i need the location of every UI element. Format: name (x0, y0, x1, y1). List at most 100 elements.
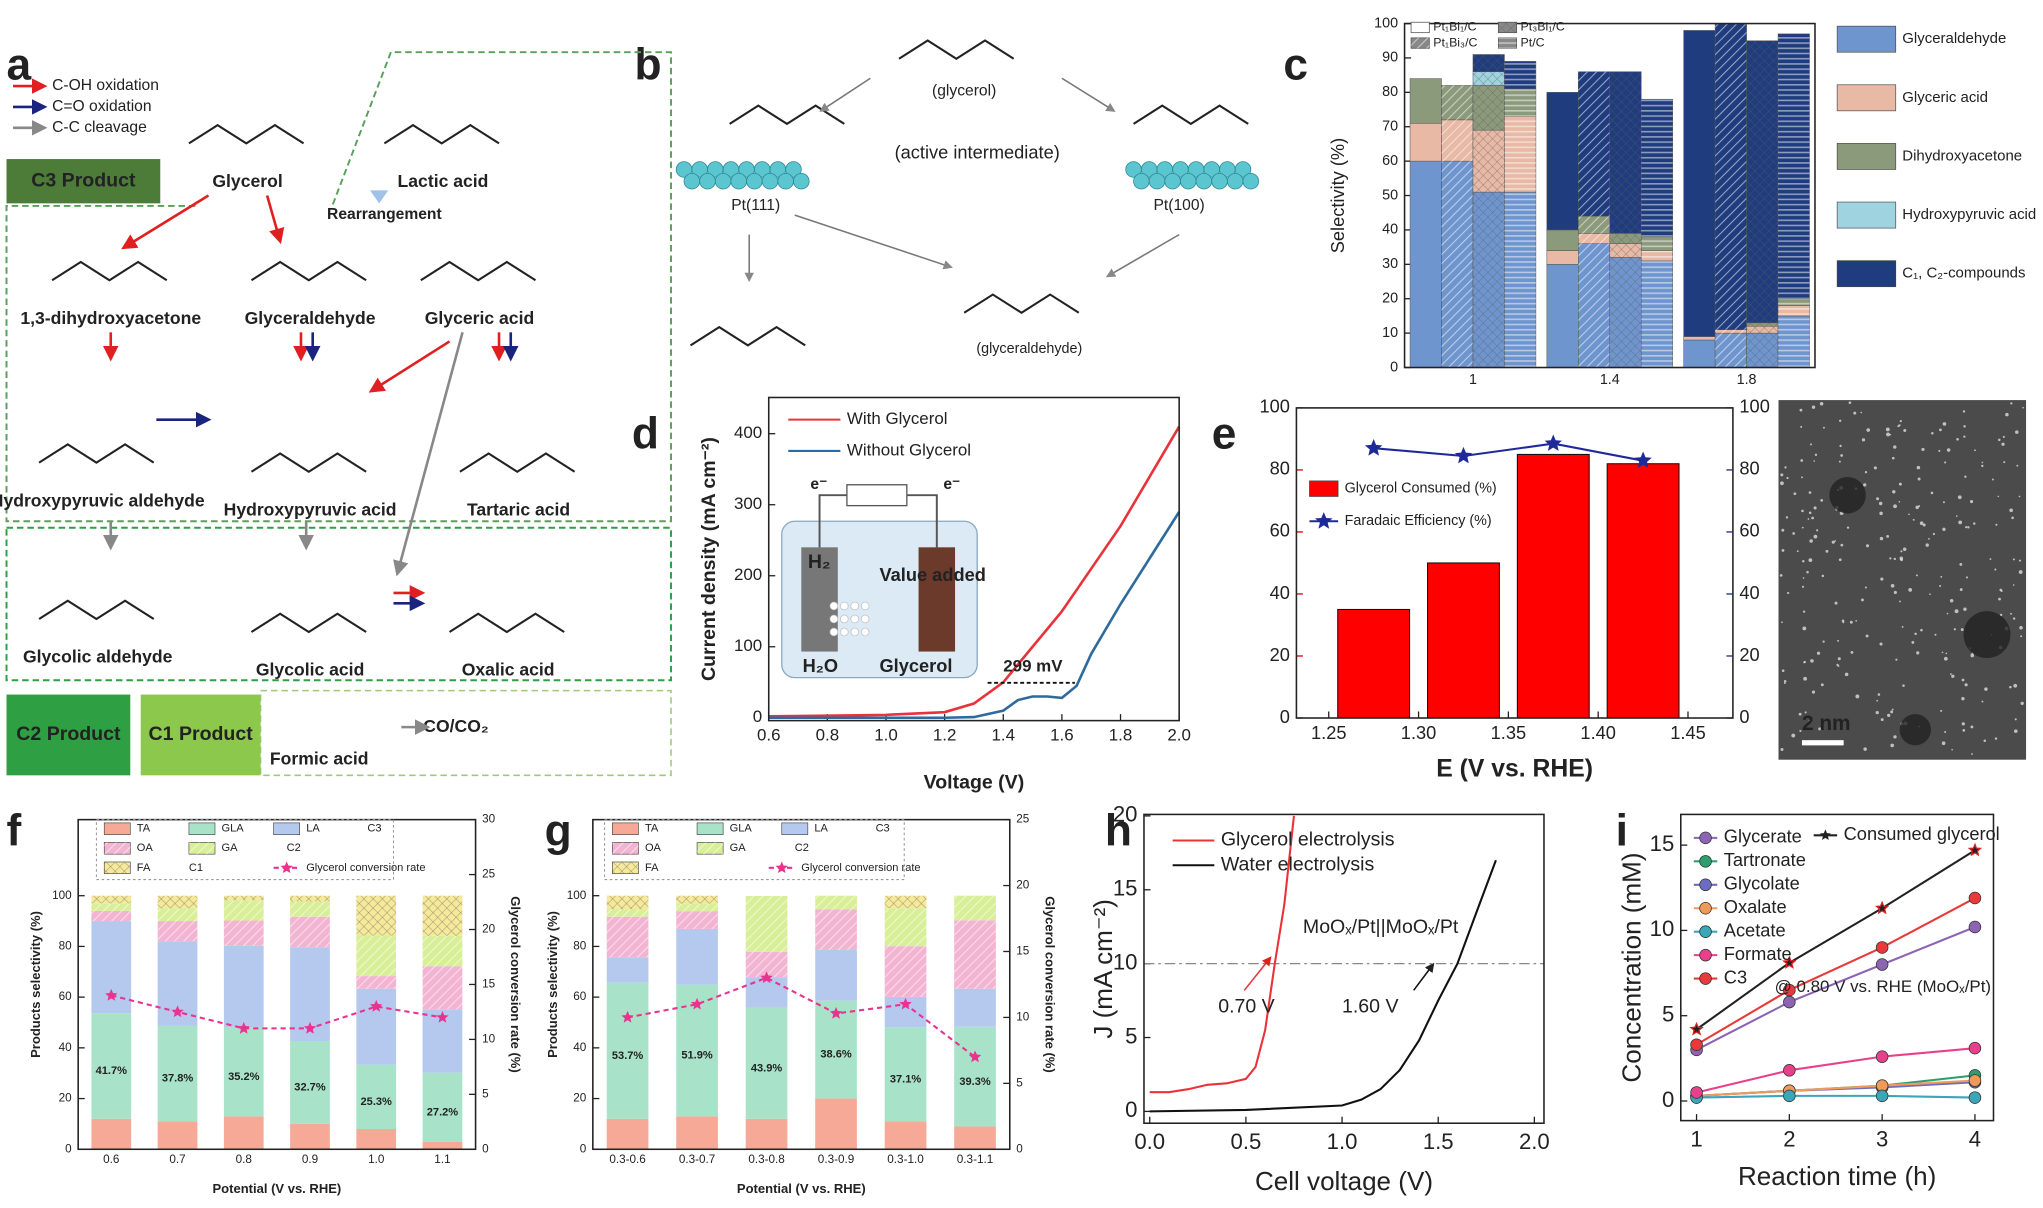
bar-segment (1546, 264, 1579, 368)
bubble (860, 601, 870, 611)
micrograph-dot (1974, 449, 1976, 452)
micrograph-dot (1825, 549, 1829, 553)
marker (1968, 1091, 1982, 1104)
micrograph-dot (1863, 747, 1867, 751)
micrograph-dot (1899, 600, 1901, 603)
x-axis-label: Potential (V vs. RHE) (737, 1181, 866, 1196)
bar-segment (815, 1098, 857, 1150)
scale-label: 2 nm (1802, 712, 1851, 735)
pt-atom (1180, 172, 1197, 190)
micrograph-dot (1942, 501, 1945, 504)
micrograph-dot (2000, 589, 2003, 593)
micrograph-dot (1838, 460, 1841, 463)
y-tick-label: 100 (1259, 396, 1289, 417)
legend-text: GA (221, 842, 238, 854)
micrograph-dot (1811, 516, 1814, 520)
panel-label: i (1616, 807, 1628, 856)
micrograph-dot (1842, 621, 1845, 624)
micrograph-dot (1959, 588, 1963, 591)
micrograph-dot (1877, 693, 1881, 696)
value-label: 27.2% (427, 1106, 459, 1118)
bar-segment (606, 982, 649, 1119)
micrograph-dot (1995, 523, 1998, 526)
product-label: C2 Product (16, 723, 121, 745)
hatch (1504, 61, 1536, 89)
x-tick-label: 0.3-1.0 (887, 1153, 924, 1166)
compound-name: Glyceraldehyde (245, 308, 376, 328)
x-tick-label: 1.30 (1401, 722, 1437, 743)
hatch (1641, 99, 1673, 237)
legend-swatch (1699, 831, 1712, 845)
micrograph-dot (1840, 543, 1844, 547)
micrograph-dot (1915, 574, 1918, 577)
y2-tick-label: 60 (1739, 520, 1759, 541)
line-series (1696, 1047, 1976, 1094)
hatch (104, 842, 131, 855)
inset-label: e⁻ (810, 476, 827, 493)
micrograph-dot (2018, 559, 2022, 562)
micrograph-dot (1860, 598, 1864, 602)
hatch (1609, 243, 1642, 258)
legend-text: Glycerol Consumed (%) (1345, 480, 1497, 496)
diagram-label: (active intermediate) (895, 142, 1060, 163)
micrograph-dot (1918, 505, 1921, 508)
pt-atom (761, 172, 779, 190)
legend-group: C1 (189, 862, 203, 874)
panel-label: a (7, 41, 32, 90)
micrograph-dot (1945, 652, 1948, 655)
hatch (1641, 250, 1673, 261)
line-series (1696, 1094, 1976, 1099)
micrograph-dot (1780, 747, 1784, 751)
micrograph-dot (1800, 459, 1804, 462)
micrograph-dot (1838, 419, 1842, 422)
hatch (422, 935, 463, 967)
micrograph-dot (1848, 401, 1852, 405)
molecule-skeleton (448, 612, 565, 634)
hatch (676, 911, 718, 929)
hatch (1715, 333, 1747, 368)
micrograph-dot (2012, 584, 2015, 586)
micrograph-dot (2018, 495, 2021, 498)
line-series (627, 976, 976, 1058)
micrograph-dot (1865, 544, 1870, 548)
bar-segment (676, 1116, 718, 1150)
hatch (606, 895, 649, 910)
pt-atom (699, 172, 716, 190)
micrograph-dot (1818, 727, 1822, 731)
micrograph-dot (1967, 526, 1970, 529)
hatch (1778, 305, 1810, 316)
marker (1689, 1021, 1704, 1036)
compound-name: Tartaric acid (467, 499, 570, 519)
micrograph-dot (1802, 560, 1805, 563)
hatch (1609, 257, 1642, 368)
legend-text: C-C cleavage (52, 119, 147, 136)
x-tick-label: 4 (1969, 1126, 1981, 1151)
hatch (815, 909, 857, 950)
micrograph-dot (2013, 683, 2018, 688)
y-tick-label: 0 (65, 1142, 72, 1155)
bar-segment (1409, 123, 1442, 162)
y2-tick-label: 20 (1016, 879, 1030, 892)
legend-text: OA (137, 842, 154, 854)
pt-atom (1148, 172, 1166, 190)
y2-tick-label: 30 (482, 813, 496, 826)
micrograph-dot (1798, 712, 1802, 716)
legend-swatch (1836, 84, 1897, 112)
legend-swatch (696, 822, 724, 835)
line-series (768, 425, 1181, 718)
y-tick-label: 10 (1382, 325, 1398, 341)
micrograph-dot (1855, 694, 1860, 699)
plot-frame (1403, 22, 1816, 369)
y-tick-label: 0 (1662, 1087, 1674, 1112)
legend-text: GA (730, 842, 747, 854)
micrograph-dot (1801, 476, 1803, 479)
micrograph-dot (1814, 453, 1818, 456)
marker (1783, 995, 1796, 1009)
value-label: 51.9% (681, 1050, 713, 1062)
panel-label: b (635, 41, 662, 90)
y-tick-label: 60 (1382, 153, 1398, 169)
y-tick-label: 5 (1662, 1002, 1674, 1027)
bar-segment (91, 921, 132, 1014)
micrograph-dot (1969, 500, 1974, 504)
